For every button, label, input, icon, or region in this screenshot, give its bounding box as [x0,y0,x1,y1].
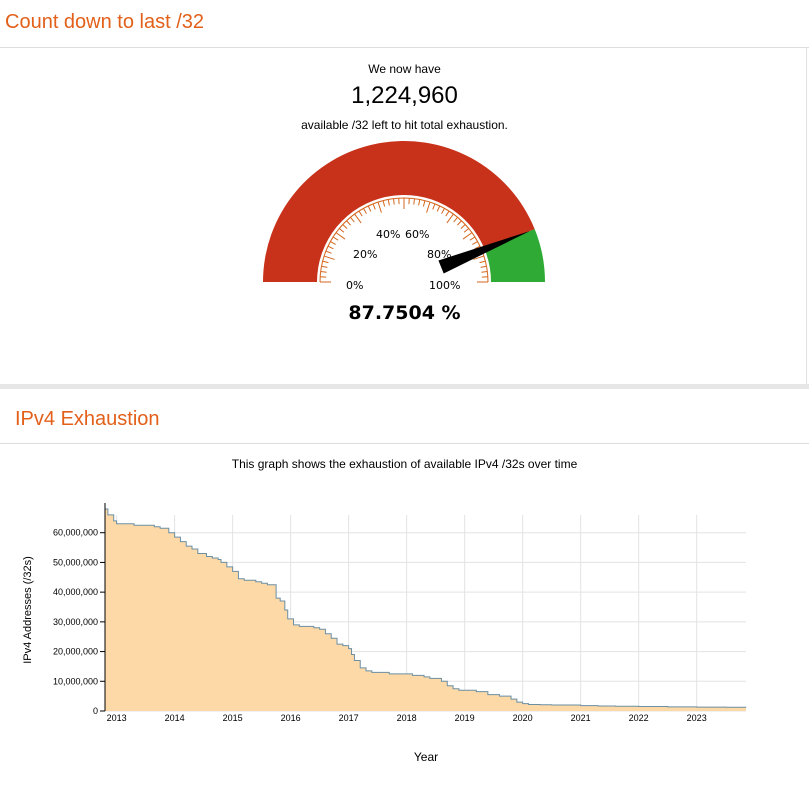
gauge-tick [413,198,416,205]
gauge-ticks [320,198,488,283]
gauge-tick [392,198,395,205]
gauge-remaining-arc [484,229,545,282]
gauge-tick [321,265,328,268]
gauge-label-100: 100% [429,279,460,292]
x-tick-label: 2013 [107,713,127,723]
y-tick-label: 0 [93,706,98,716]
gauge-tick [338,228,345,233]
section-separator [0,384,809,389]
gauge-tick [387,199,390,206]
gauge-tick [446,213,454,224]
gauge-tick [358,210,363,217]
gauge-tick [469,236,476,241]
gauge-tick [463,228,470,233]
gauge-tick [354,213,362,224]
gauge-tick [453,216,458,223]
gauge-tick [372,203,376,210]
gauge-tick [363,208,367,214]
gauge-label-40: 40% [376,228,400,241]
y-tick-label: 30,000,000 [53,617,98,627]
countdown-header-divider [0,47,809,48]
gauge-labels: 0% 20% 40% 60% 80% 100% [346,228,460,292]
x-tick-label: 2016 [281,713,301,723]
y-tick-label: 20,000,000 [53,647,98,657]
gauge-tick [320,270,327,273]
available-count: 1,224,960 [351,82,458,109]
gauge-used-arc [263,141,535,282]
x-axis-label: Year [414,750,438,764]
x-tick-label: 2021 [571,713,591,723]
exhaustion-gauge: 0% 20% 40% 60% 80% 100% [263,141,545,292]
exhaustion-line [105,508,747,708]
y-axis-ticks: 0 10,000,000 20,000,000 30,000,000 40,000,00… [53,528,105,716]
x-tick-label: 2014 [165,713,185,723]
gauge-tick [377,201,382,213]
gauge-tick [350,216,355,223]
gauge-label-0: 0% [346,279,363,292]
gauge-tick [460,224,466,229]
outro-text: available /32 left to hit total exhausti… [301,118,508,132]
gauge-tick [322,260,329,264]
gauge-tick [473,255,485,260]
x-tick-label: 2017 [339,713,359,723]
gauge-tick [481,270,488,273]
gauge-tick [367,205,372,212]
gauge-tick [325,250,332,254]
gauge-tick [480,265,487,268]
gauge-tick [462,232,473,240]
gauge-tick [457,220,462,226]
gauge-tick [479,260,486,264]
y-tick-label: 50,000,000 [53,557,98,567]
gauge-tick [418,199,421,206]
gauge-tick [342,224,348,229]
gauge-tick [474,245,481,250]
x-tick-label: 2022 [629,713,649,723]
intro-text: We now have [368,62,441,76]
percent-readout: 87.7504 % [348,302,461,324]
x-tick-label: 2015 [223,713,243,723]
gauge-tick [436,205,441,212]
x-tick-label: 2020 [513,713,533,723]
gauge-tick [422,200,426,207]
gauge-label-60: 60% [405,228,429,241]
x-tick-label: 2023 [687,713,707,723]
gauge-tick [432,203,436,210]
gauge-tick [323,255,335,260]
exhaustion-header-divider [0,443,809,444]
exhaustion-area [105,508,746,711]
gauge-needle [438,230,531,274]
gauge-tick [327,245,334,250]
y-axis-label: IPv4 Addresses (/32s) [22,556,34,664]
gauge-tick [332,236,339,241]
gauge-tick [346,220,351,226]
gauge-tick [335,232,346,240]
gauge-tick [441,208,445,214]
x-tick-label: 2019 [455,713,475,723]
panel-right-border [806,48,807,384]
x-axis-ticks: 2013 2014 2015 2016 2017 2018 2019 2020 2021 2022… [107,713,707,723]
x-tick-label: 2018 [397,713,417,723]
chart-subtitle: This graph shows the exhaustion of avail… [231,457,578,471]
gauge-tick [382,200,386,207]
countdown-title: Count down to last /32 [5,11,205,33]
y-tick-label: 10,000,000 [53,676,98,686]
gauge-tick [445,210,450,217]
exhaustion-chart: 0 10,000,000 20,000,000 30,000,000 40,000,00… [22,503,747,764]
gauge-tick [472,241,478,245]
gauge-tick [330,241,336,245]
y-tick-label: 40,000,000 [53,587,98,597]
gauge-label-20: 20% [353,248,377,261]
gauge-label-80: 80% [427,248,451,261]
exhaustion-title: IPv4 Exhaustion [15,408,160,430]
gauge-tick [426,201,431,213]
y-tick-label: 60,000,000 [53,528,98,538]
